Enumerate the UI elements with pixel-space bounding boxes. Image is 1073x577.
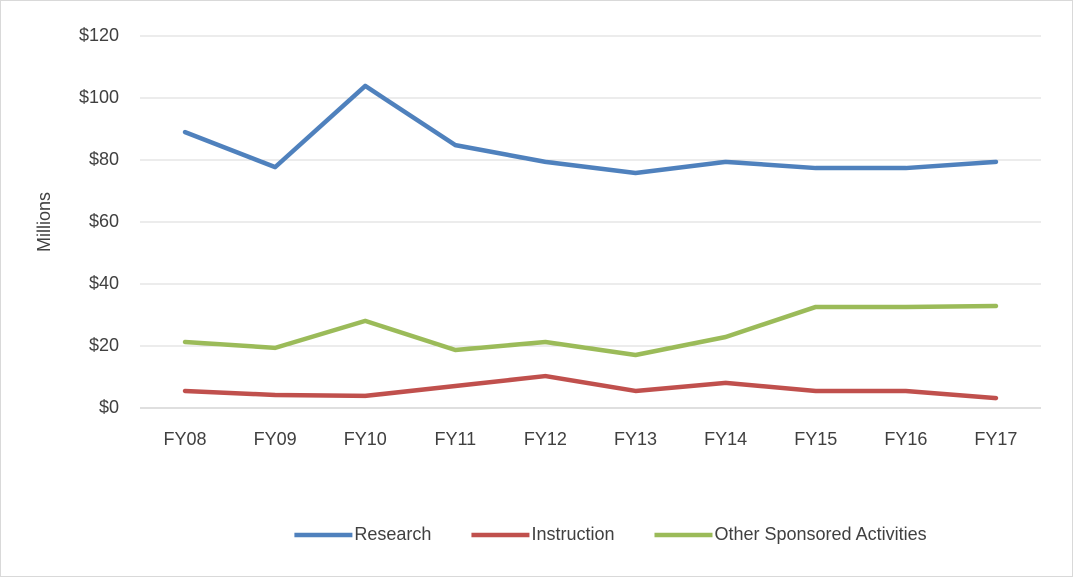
x-tick-label: FY16 xyxy=(884,429,927,449)
x-tick-label: FY17 xyxy=(974,429,1017,449)
legend-label: Research xyxy=(354,524,431,544)
series-line xyxy=(182,373,999,401)
legend-label: Other Sponsored Activities xyxy=(714,524,926,544)
series-line xyxy=(182,303,999,358)
legend-label: Instruction xyxy=(531,524,614,544)
series-line xyxy=(182,83,999,176)
y-tick-label: $0 xyxy=(99,397,119,417)
x-tick-label: FY13 xyxy=(614,429,657,449)
y-tick-label: $100 xyxy=(79,87,119,107)
x-tick-label: FY15 xyxy=(794,429,837,449)
y-axis-label: Millions xyxy=(34,192,54,252)
x-tick-label: FY08 xyxy=(164,429,207,449)
x-tick-label: FY09 xyxy=(254,429,297,449)
y-tick-label: $20 xyxy=(89,335,119,355)
x-tick-label: FY10 xyxy=(344,429,387,449)
y-tick-label: $60 xyxy=(89,211,119,231)
x-tick-label: FY12 xyxy=(524,429,567,449)
y-tick-label: $120 xyxy=(79,25,119,45)
x-tick-label: FY11 xyxy=(435,429,477,449)
y-tick-label: $80 xyxy=(89,149,119,169)
y-tick-label: $40 xyxy=(89,273,119,293)
x-tick-label: FY14 xyxy=(704,429,747,449)
